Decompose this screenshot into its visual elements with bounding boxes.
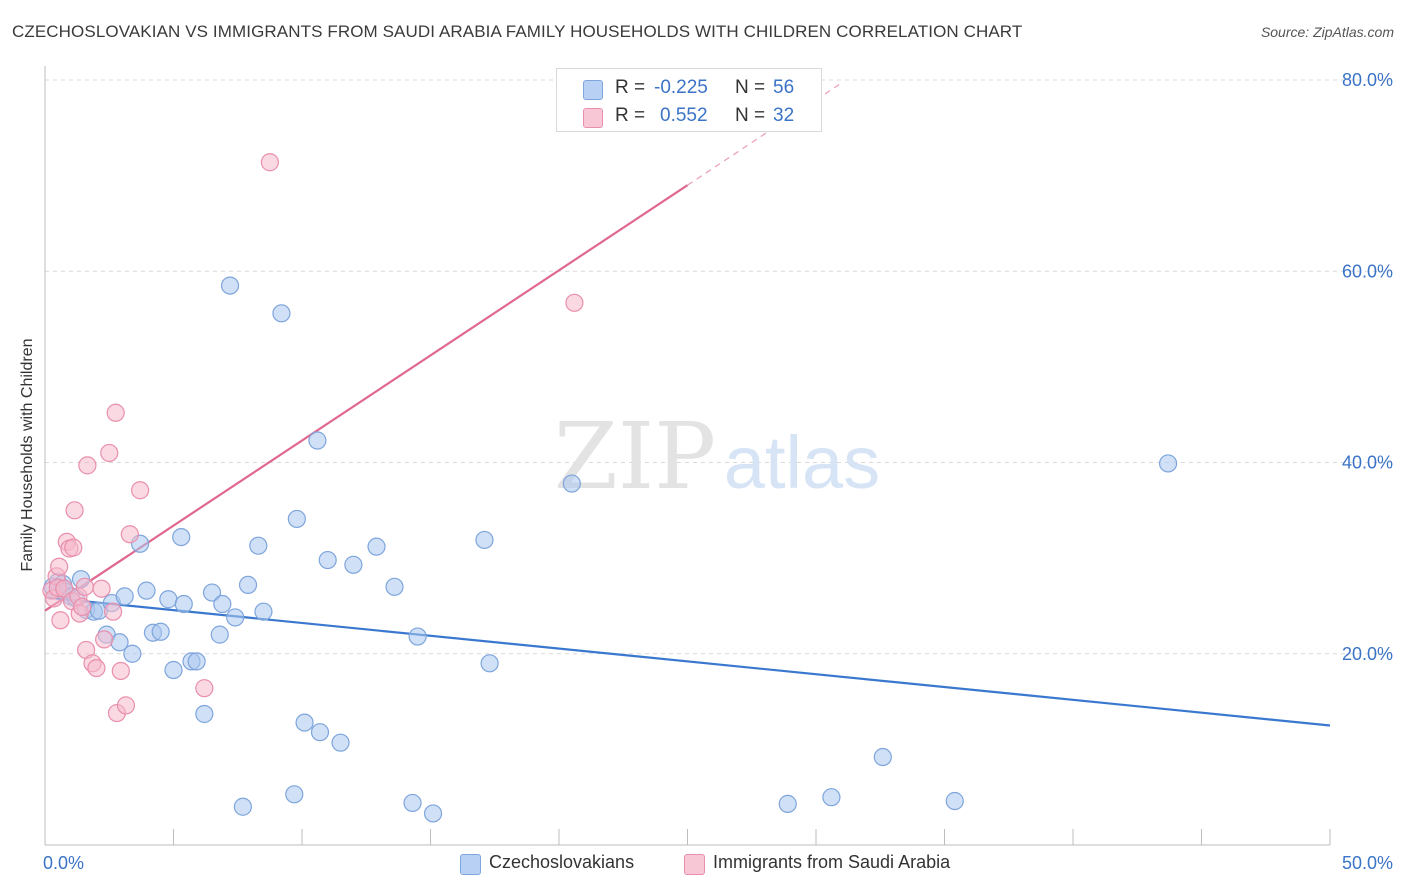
correlation-legend: R = -0.225 N = 56 R = 0.552 N = 32: [556, 68, 822, 132]
point-saudi-arabia: [75, 577, 94, 596]
point-czechoslovakians: [480, 654, 499, 673]
point-saudi-arabia: [116, 696, 136, 715]
x-tick-label: 0.0%: [43, 853, 84, 873]
point-czechoslovakians: [238, 575, 258, 595]
point-czechoslovakians: [151, 622, 170, 641]
point-czechoslovakians: [403, 793, 422, 813]
trend-line-saudi-arabia: [44, 184, 689, 612]
series-label: Immigrants from Saudi Arabia: [713, 852, 951, 872]
point-czechoslovakians: [344, 555, 363, 574]
legend-swatch-blue: [583, 80, 603, 100]
series-legend-saudi-arabia: Immigrants from Saudi Arabia: [684, 852, 1004, 876]
point-czechoslovakians: [272, 304, 291, 323]
y-tick-label: 60.0%: [1342, 261, 1393, 281]
point-czechoslovakians: [318, 550, 337, 570]
point-saudi-arabia: [51, 611, 70, 630]
point-czechoslovakians: [385, 577, 404, 596]
point-saudi-arabia: [64, 538, 83, 557]
point-saudi-arabia: [92, 579, 111, 598]
legend-n-value: 56: [773, 77, 795, 98]
point-czechoslovakians: [164, 660, 183, 680]
point-czechoslovakians: [202, 583, 222, 602]
axes: [44, 66, 1331, 846]
point-czechoslovakians: [408, 627, 427, 646]
series-label: Czechoslovakians: [489, 852, 635, 872]
watermark-zip: ZIP: [554, 403, 716, 510]
point-czechoslovakians: [254, 602, 273, 621]
tick-labels: 20.0% 40.0% 60.0% 80.0% 0.0% 50.0%: [43, 70, 1393, 873]
y-tick-label: 20.0%: [1342, 644, 1393, 664]
point-czechoslovakians: [285, 785, 304, 804]
legend-row-czechoslovakians: R = -0.225 N = 56: [557, 75, 821, 103]
point-saudi-arabia: [100, 443, 119, 463]
point-czechoslovakians: [172, 527, 191, 547]
point-czechoslovakians: [310, 723, 330, 742]
point-czechoslovakians: [1158, 454, 1178, 473]
point-czechoslovakians: [174, 594, 193, 614]
legend-swatch-pink: [583, 108, 603, 128]
point-czechoslovakians: [210, 625, 229, 644]
point-saudi-arabia: [195, 679, 214, 698]
point-czechoslovakians: [475, 530, 494, 550]
point-czechoslovakians: [331, 733, 350, 752]
point-czechoslovakians: [187, 652, 206, 671]
point-czechoslovakians: [115, 587, 134, 606]
y-tick-label: 40.0%: [1342, 453, 1393, 473]
point-saudi-arabia: [104, 602, 123, 621]
point-czechoslovakians: [423, 804, 443, 823]
point-czechoslovakians: [123, 644, 142, 663]
legend-n-value: 32: [773, 105, 795, 126]
series-legend-czechoslovakians: Czechoslovakians: [460, 852, 660, 876]
grid-lines: [45, 79, 1392, 655]
point-czechoslovakians: [287, 509, 306, 529]
point-saudi-arabia: [95, 630, 114, 649]
point-czechoslovakians: [873, 747, 892, 767]
legend-n-label: N =: [735, 77, 766, 98]
point-saudi-arabia: [111, 661, 130, 681]
point-czechoslovakians: [249, 536, 268, 555]
point-czechoslovakians: [945, 791, 964, 811]
point-saudi-arabia: [50, 557, 69, 576]
watermark: ZIP atlas: [554, 403, 880, 510]
point-saudi-arabia: [120, 525, 139, 544]
point-czechoslovakians: [295, 713, 314, 732]
point-czechoslovakians: [367, 537, 386, 556]
point-saudi-arabia: [106, 403, 125, 422]
point-saudi-arabia: [87, 658, 106, 678]
chart-title: CZECHOSLOVAKIAN VS IMMIGRANTS FROM SAUDI…: [12, 22, 1023, 41]
source-label: Source: ZipAtlas.com: [1260, 24, 1394, 40]
legend-r-label: R =: [615, 105, 646, 126]
x-tick-label: 50.0%: [1342, 853, 1393, 873]
point-saudi-arabia: [65, 501, 84, 520]
point-saudi-arabia: [130, 481, 150, 500]
y-tick-label: 80.0%: [1342, 70, 1393, 90]
series-swatch-pink: [684, 854, 705, 875]
series-swatch-blue: [460, 854, 481, 875]
point-czechoslovakians: [137, 581, 156, 600]
scatter-points: [42, 153, 1178, 823]
legend-r-value: -0.225: [654, 77, 708, 98]
point-czechoslovakians: [226, 608, 245, 627]
legend-r-label: R =: [615, 77, 646, 98]
point-czechoslovakians: [778, 794, 797, 813]
y-axis-label: Family Households with Children: [19, 338, 36, 572]
point-czechoslovakians: [233, 797, 252, 816]
point-czechoslovakians: [195, 704, 214, 724]
point-czechoslovakians: [213, 594, 232, 614]
point-czechoslovakians: [220, 276, 240, 295]
point-saudi-arabia: [73, 597, 92, 616]
point-czechoslovakians: [562, 474, 581, 493]
legend-r-value: 0.552: [660, 105, 708, 126]
point-czechoslovakians: [308, 431, 327, 450]
point-saudi-arabia: [565, 293, 584, 312]
legend-row-saudi-arabia: R = 0.552 N = 32: [557, 103, 821, 131]
point-czechoslovakians: [159, 590, 178, 609]
point-saudi-arabia: [260, 153, 279, 172]
watermark-atlas: atlas: [724, 421, 880, 504]
point-czechoslovakians: [822, 788, 841, 807]
legend-n-label: N =: [735, 105, 766, 126]
point-saudi-arabia: [78, 456, 97, 475]
